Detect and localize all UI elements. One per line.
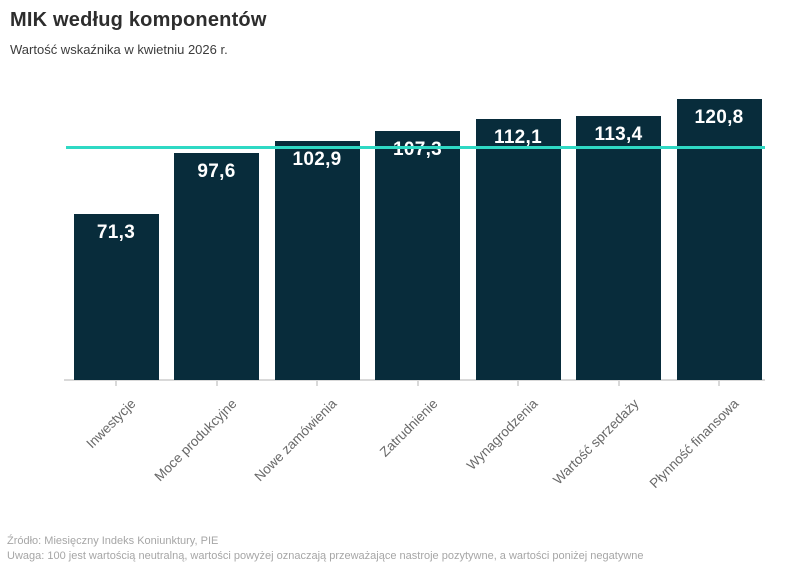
chart-title: MIK według komponentów (10, 9, 267, 31)
bar: 71,3 (73, 214, 159, 380)
bar-value-label: 112,1 (494, 127, 542, 149)
x-axis-tick (617, 380, 620, 386)
chart-footer: Źródło: Miesięczny Indeks Koniunktury, P… (7, 534, 644, 564)
neutral-reference-line (66, 146, 765, 149)
bar: 113,4 (576, 116, 661, 380)
x-axis-tick (416, 380, 419, 386)
bar-value-label: 113,4 (594, 124, 643, 146)
x-axis-tick (115, 380, 117, 386)
bar: 97,6 (174, 153, 259, 380)
bar-value-label: 71,3 (96, 222, 136, 244)
source-note: Źródło: Miesięczny Indeks Koniunktury, P… (7, 535, 219, 547)
bar: 102,9 (274, 140, 360, 380)
chart-subtitle: Wartość wskaźnika w kwietniu 2026 r. (10, 42, 228, 57)
bar: 120,8 (676, 99, 762, 380)
x-axis-tick (517, 380, 519, 386)
x-axis-tick (718, 380, 720, 386)
bar: 112,1 (475, 119, 561, 380)
category-label: Płynność finansowa (646, 396, 742, 491)
x-axis-tick (215, 380, 218, 386)
bar-value-label: 107,3 (392, 138, 443, 160)
x-axis-tick (316, 380, 318, 386)
bar-value-label: 97,6 (197, 161, 236, 183)
bar-value-label: 102,9 (292, 148, 342, 170)
x-axis-line (64, 379, 765, 381)
methodology-note: Uwaga: 100 jest wartością neutralną, war… (7, 550, 644, 562)
bar: 107,3 (375, 130, 460, 380)
bar-value-label: 120,8 (694, 107, 744, 129)
